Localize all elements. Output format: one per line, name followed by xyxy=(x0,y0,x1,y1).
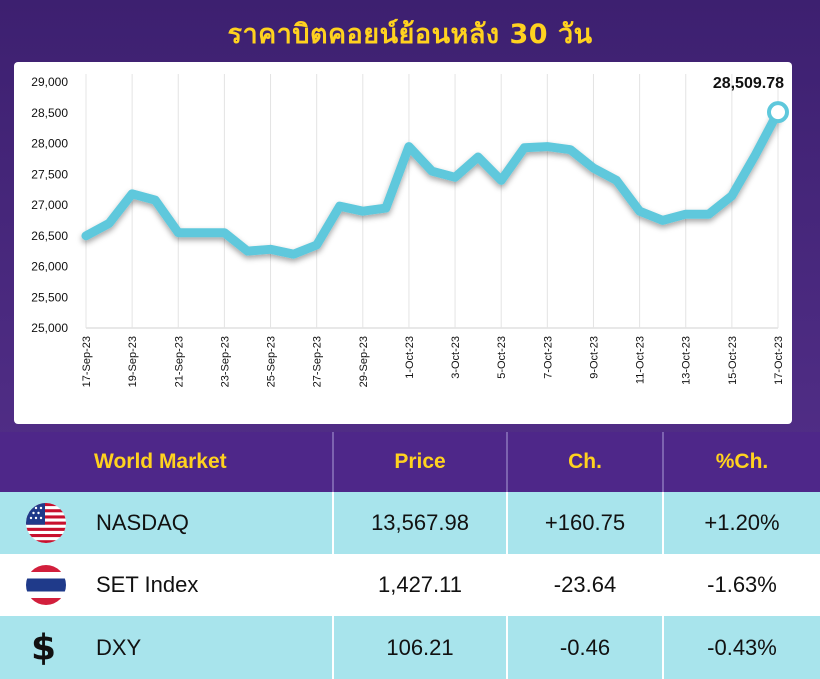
world-market-table: World Market Price Ch. %Ch. xyxy=(0,432,820,679)
change-cell: +160.75 xyxy=(508,492,664,554)
x-tick-label: 25-Sep-23 xyxy=(266,336,278,387)
y-tick-label: 29,000 xyxy=(31,75,68,89)
market-name-cell: NASDAQ xyxy=(0,492,334,554)
percent-change-cell: -1.63% xyxy=(707,572,777,597)
x-tick-label: 29-Sep-23 xyxy=(358,336,370,387)
x-tick-label: 21-Sep-23 xyxy=(173,336,185,387)
x-tick-label: 17-Sep-23 xyxy=(81,336,93,387)
table-row: SET Index 1,427.11 -23.64 -1.63% xyxy=(0,554,820,616)
x-axis: 17-Sep-23 19-Sep-23 21-Sep-23 23-Sep-23 25-S… xyxy=(81,336,785,387)
x-tick-label: 7-Oct-23 xyxy=(542,336,554,379)
dollar-icon: $ xyxy=(31,627,57,668)
market-name: NASDAQ xyxy=(96,510,189,535)
y-tick-label: 25,000 xyxy=(31,321,68,335)
x-tick-label: 23-Sep-23 xyxy=(219,336,231,387)
x-tick-label: 13-Oct-23 xyxy=(681,336,693,385)
x-tick-label: 3-Oct-23 xyxy=(450,336,462,379)
x-tick-label: 15-Oct-23 xyxy=(727,336,739,385)
last-point-marker xyxy=(767,101,789,124)
market-name-cell: $ DXY xyxy=(0,616,334,679)
chart-panel: 25,000 25,500 26,000 26,500 27,000 27,500 28,0… xyxy=(14,62,792,424)
y-axis: 25,000 25,500 26,000 26,500 27,000 27,500 28,0… xyxy=(31,75,68,335)
y-tick-label: 26,500 xyxy=(31,229,68,243)
price-cell: 13,567.98 xyxy=(334,492,508,554)
chart-series: 28,509.78 xyxy=(81,75,789,259)
x-tick-label: 9-Oct-23 xyxy=(588,336,600,379)
percent-change-cell: +1.20% xyxy=(704,510,780,535)
last-value-label: 28,509.78 xyxy=(713,75,784,92)
y-tick-label: 28,500 xyxy=(31,106,68,120)
table-row: NASDAQ 13,567.98 +160.75 +1.20% xyxy=(0,492,820,554)
header-percent-change: %Ch. xyxy=(715,450,769,473)
x-tick-label: 27-Sep-23 xyxy=(312,336,324,387)
table-row: $ DXY 106.21 -0.46 -0.43% xyxy=(0,616,820,679)
x-tick-label: 11-Oct-23 xyxy=(635,336,647,384)
market-name-cell: SET Index xyxy=(0,554,334,616)
header-price: Price xyxy=(334,432,508,492)
price-cell: 1,427.11 xyxy=(334,554,508,616)
price-line-chart: 25,000 25,500 26,000 26,500 27,000 27,500 28,0… xyxy=(31,74,789,387)
change-cell: -23.64 xyxy=(508,554,664,616)
y-tick-label: 27,500 xyxy=(31,167,68,181)
x-tick-label: 1-Oct-23 xyxy=(404,336,416,379)
y-tick-label: 26,000 xyxy=(31,260,68,274)
x-tick-label: 5-Oct-23 xyxy=(496,336,508,379)
y-tick-label: 25,500 xyxy=(31,290,68,304)
page-title: ราคาบิตคอยน์ย้อนหลัง 30 วัน xyxy=(227,19,593,50)
header-change: Ch. xyxy=(508,432,664,492)
table-header: World Market Price Ch. %Ch. xyxy=(0,432,820,492)
market-name: SET Index xyxy=(96,572,199,597)
percent-change-cell: -0.43% xyxy=(707,634,777,660)
x-tick-label: 19-Sep-23 xyxy=(127,336,139,387)
chart-grid xyxy=(85,74,779,329)
change-cell: -0.46 xyxy=(508,616,664,679)
y-tick-label: 28,000 xyxy=(31,137,68,151)
series-line xyxy=(81,107,783,259)
price-cell: 106.21 xyxy=(334,616,508,679)
thai-flag-icon xyxy=(26,565,66,605)
x-tick-label: 17-Oct-23 xyxy=(773,336,785,385)
header-world-market: World Market xyxy=(0,432,334,492)
market-name: DXY xyxy=(96,634,142,660)
y-tick-label: 27,000 xyxy=(31,198,68,212)
us-flag-icon xyxy=(26,503,66,543)
